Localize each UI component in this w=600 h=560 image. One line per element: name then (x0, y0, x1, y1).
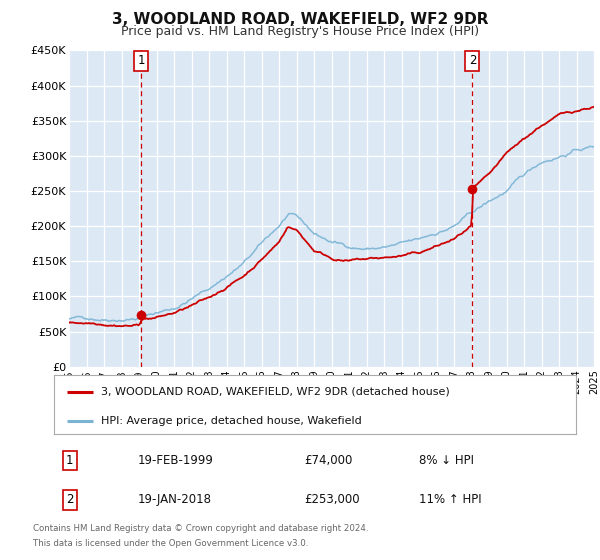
Text: 19-FEB-1999: 19-FEB-1999 (137, 454, 214, 467)
Text: 11% ↑ HPI: 11% ↑ HPI (419, 493, 482, 506)
Text: 1: 1 (137, 54, 145, 67)
Text: 3, WOODLAND ROAD, WAKEFIELD, WF2 9DR (detached house): 3, WOODLAND ROAD, WAKEFIELD, WF2 9DR (de… (101, 386, 450, 396)
Text: 8% ↓ HPI: 8% ↓ HPI (419, 454, 475, 467)
Text: HPI: Average price, detached house, Wakefield: HPI: Average price, detached house, Wake… (101, 416, 362, 426)
Text: Price paid vs. HM Land Registry's House Price Index (HPI): Price paid vs. HM Land Registry's House … (121, 25, 479, 38)
Text: 3, WOODLAND ROAD, WAKEFIELD, WF2 9DR: 3, WOODLAND ROAD, WAKEFIELD, WF2 9DR (112, 12, 488, 27)
Text: 1: 1 (66, 454, 73, 467)
Text: This data is licensed under the Open Government Licence v3.0.: This data is licensed under the Open Gov… (33, 539, 308, 548)
Text: £253,000: £253,000 (305, 493, 360, 506)
Text: Contains HM Land Registry data © Crown copyright and database right 2024.: Contains HM Land Registry data © Crown c… (33, 524, 368, 533)
Text: 2: 2 (469, 54, 476, 67)
Text: 19-JAN-2018: 19-JAN-2018 (137, 493, 212, 506)
Text: £74,000: £74,000 (305, 454, 353, 467)
Text: 2: 2 (66, 493, 73, 506)
